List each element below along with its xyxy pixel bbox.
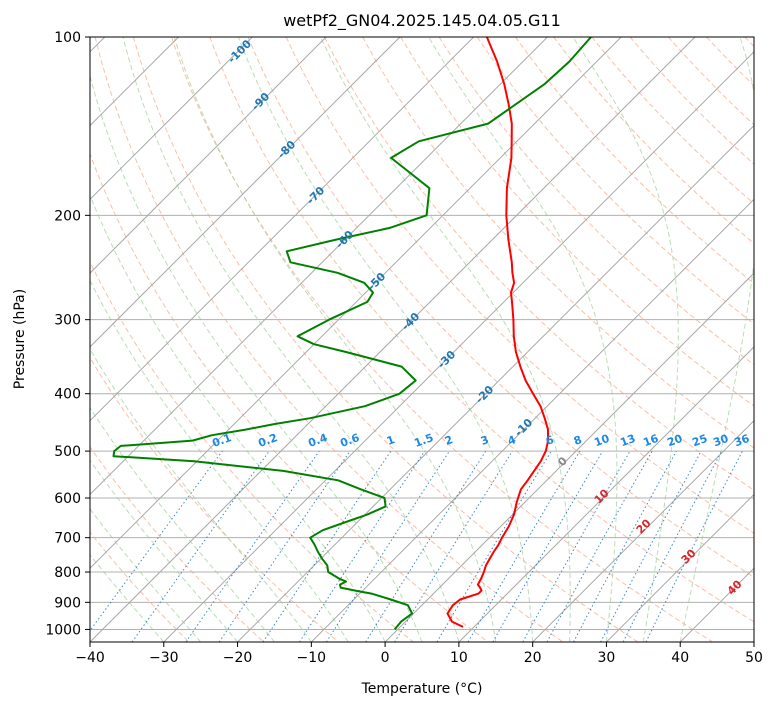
dry-adiabat [172, 37, 713, 642]
moist-adiabat [0, 37, 311, 642]
dry-adiabat [57, 37, 488, 642]
x-tick-label: 30 [598, 650, 616, 666]
x-tick-label: −20 [223, 650, 253, 666]
dry-adiabat [0, 37, 189, 642]
isotherm-line [754, 37, 775, 642]
mixing-ratio-label: 2 [443, 433, 455, 448]
dry-adiabat [439, 37, 775, 642]
x-tick-label: 20 [524, 650, 542, 666]
isotherm-line [0, 37, 326, 642]
moist-adiabat [321, 37, 571, 642]
plot-area: -100-90-80-70-60-50-40-30-20-10010203040… [0, 37, 775, 642]
dry-adiabat [554, 37, 775, 642]
isotherm-line [311, 37, 775, 642]
mixing-ratio-line [300, 451, 425, 642]
dry-adiabat [0, 37, 339, 642]
x-axis-label: Temperature (°C) [361, 681, 483, 697]
mixing-ratio-line [601, 451, 702, 642]
dry-adiabat [630, 37, 775, 642]
x-tick-label: 10 [450, 650, 468, 666]
isotherm-line [680, 37, 775, 642]
y-tick-label: 500 [54, 444, 81, 460]
mixing-ratio-line [547, 451, 652, 642]
dry-adiabat [592, 37, 775, 642]
mixing-ratio-label: 0.4 [306, 431, 329, 450]
mixing-ratio-label: 25 [690, 432, 709, 449]
y-tick-label: 1000 [45, 622, 81, 638]
y-tick-label: 200 [54, 208, 81, 224]
x-tick-label: 40 [671, 650, 689, 666]
moist-adiabat [123, 37, 459, 642]
isotherm-label: -90 [249, 90, 272, 113]
moist-adiabat [0, 37, 238, 642]
dewpoint-profile [114, 37, 592, 629]
isotherm-label: 10 [592, 486, 612, 506]
mixing-ratio-line [326, 451, 449, 642]
y-tick-label: 900 [54, 595, 81, 611]
mixing-ratio-line [623, 451, 722, 642]
moist-adiabat [45, 37, 385, 642]
isotherm-label: 0 [555, 454, 570, 469]
isotherm-label: -10 [512, 416, 535, 439]
dry-adiabat [0, 37, 264, 642]
y-tick-label: 700 [54, 531, 81, 547]
moist-adiabat [81, 37, 422, 642]
mixing-ratio-label: 13 [618, 432, 637, 449]
plot-frame [90, 37, 754, 642]
moist-adiabat [174, 37, 496, 642]
isotherm-line [0, 37, 547, 642]
x-tick-label: −30 [149, 650, 179, 666]
isotherm-line [459, 37, 775, 642]
mixing-ratio-line [523, 451, 630, 642]
isotherm-label: 20 [634, 516, 654, 536]
mixing-ratio-label: 1 [385, 433, 397, 448]
moist-adiabat [0, 37, 274, 642]
mixing-ratio-label: 8 [572, 433, 584, 448]
mixing-ratio-label: 16 [641, 432, 660, 450]
mixing-ratio-line [82, 451, 223, 642]
mixing-ratio-label: 3 [479, 433, 491, 448]
dry-adiabat [19, 37, 414, 642]
mixing-ratio-label: 20 [665, 432, 684, 450]
mixing-ratio-line [468, 451, 580, 642]
dry-adiabat [707, 37, 775, 642]
x-tick-label: 50 [745, 650, 763, 666]
isotherm-label: 30 [679, 546, 699, 566]
dry-adiabat [745, 37, 775, 642]
mixing-ratio-label: 36 [732, 432, 751, 450]
x-tick-label: −10 [297, 650, 327, 666]
axis-ticks: −40 −30 −20 −10 0 10 20 30 40 5010020030040050060… [45, 30, 763, 666]
y-tick-label: 600 [54, 491, 81, 507]
isotherm-line [0, 37, 400, 642]
dry-adiabat [516, 37, 775, 642]
chart-title: wetPf2_GN04.2025.145.04.05.G11 [283, 11, 561, 31]
y-axis-label: Pressure (hPa) [12, 289, 28, 389]
isotherm-line [90, 37, 695, 642]
mixing-ratio-line [437, 451, 551, 642]
mixing-ratio-line [574, 451, 677, 642]
x-tick-label: 0 [381, 650, 390, 666]
mixing-ratio-label: 10 [592, 432, 611, 450]
y-tick-label: 100 [54, 30, 81, 46]
y-tick-label: 300 [54, 313, 81, 329]
y-tick-label: 800 [54, 565, 81, 581]
x-tick-label: −40 [75, 650, 105, 666]
y-tick-label: 400 [54, 387, 81, 403]
